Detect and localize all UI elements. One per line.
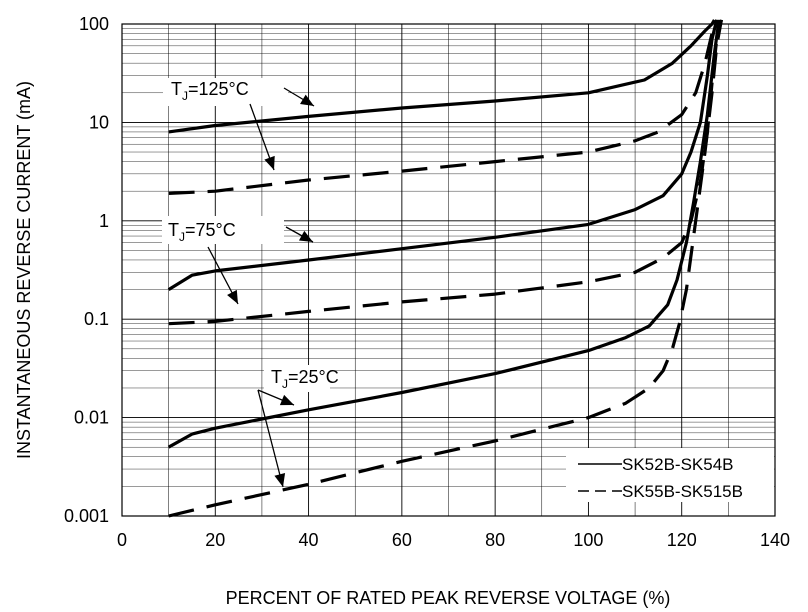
series-line-sk52b-sk54b-solid [168, 19, 716, 134]
annotation-arrow-head [279, 394, 294, 406]
x-tick-label: 100 [573, 530, 603, 550]
annotation-arrow-line [257, 389, 284, 488]
x-tick-label: 40 [299, 530, 319, 550]
x-tick-label: 140 [760, 530, 790, 550]
annotations: TJ=125°C TJ=75°C TJ=25°C [162, 78, 339, 488]
y-tick-label: 1 [99, 211, 109, 231]
x-tick-label: 0 [117, 530, 127, 550]
annotation-arrow-head [227, 289, 238, 304]
series-line-sk55b-sk515b-dashed [168, 19, 723, 326]
annotation-bg [264, 365, 330, 392]
annotation-arrow-head [274, 473, 286, 487]
legend-label: SK52B-SK54B [622, 455, 734, 474]
legend-box [566, 448, 774, 502]
y-tick-label: 0.01 [74, 408, 109, 428]
series-line-sk52b-sk54b-solid [167, 19, 719, 291]
annotation-temperature: TJ=75°C [162, 216, 314, 305]
y-tick-label: 10 [89, 112, 109, 132]
y-tick-label: 0.001 [64, 506, 109, 526]
tick-labels: 0 20 40 60 80 100 120 140 0.001 0.01 0.1 1 10 100 [64, 14, 790, 550]
y-tick-label: 100 [79, 14, 109, 34]
series-line-sk52b-sk54b-solid [167, 19, 721, 449]
legend-label: SK55B-SK515B [622, 482, 743, 501]
plot-frame [121, 23, 776, 517]
annotation-arrow-head [298, 230, 313, 242]
annotation-temperature: TJ=125°C [163, 78, 315, 171]
x-tick-label: 20 [205, 530, 225, 550]
annotation-label: TJ=125°C [171, 79, 249, 103]
y-axis-label: INSTANTANEOUS REVERSE CURRENT (mA) [14, 81, 34, 459]
x-tick-label: 120 [667, 530, 697, 550]
legend: SK52B-SK54B SK55B-SK515B [566, 448, 774, 502]
annotation-label: TJ=25°C [271, 367, 339, 391]
annotation-arrow-head [264, 155, 275, 170]
annotation-label: TJ=75°C [168, 220, 236, 244]
x-tick-label: 80 [485, 530, 505, 550]
series-line-sk55b-sk515b-dashed [168, 19, 723, 518]
x-tick-label: 60 [392, 530, 412, 550]
annotation-bg [163, 78, 288, 106]
annotation-temperature: TJ=25°C [257, 365, 339, 488]
y-tick-label: 0.1 [84, 309, 109, 329]
series-group [167, 19, 723, 518]
annotation-arrow-head [300, 94, 314, 106]
series-line-sk55b-sk515b-dashed [168, 19, 719, 195]
annotation-bg [162, 216, 284, 244]
x-axis-label: PERCENT OF RATED PEAK REVERSE VOLTAGE (%… [226, 588, 671, 608]
